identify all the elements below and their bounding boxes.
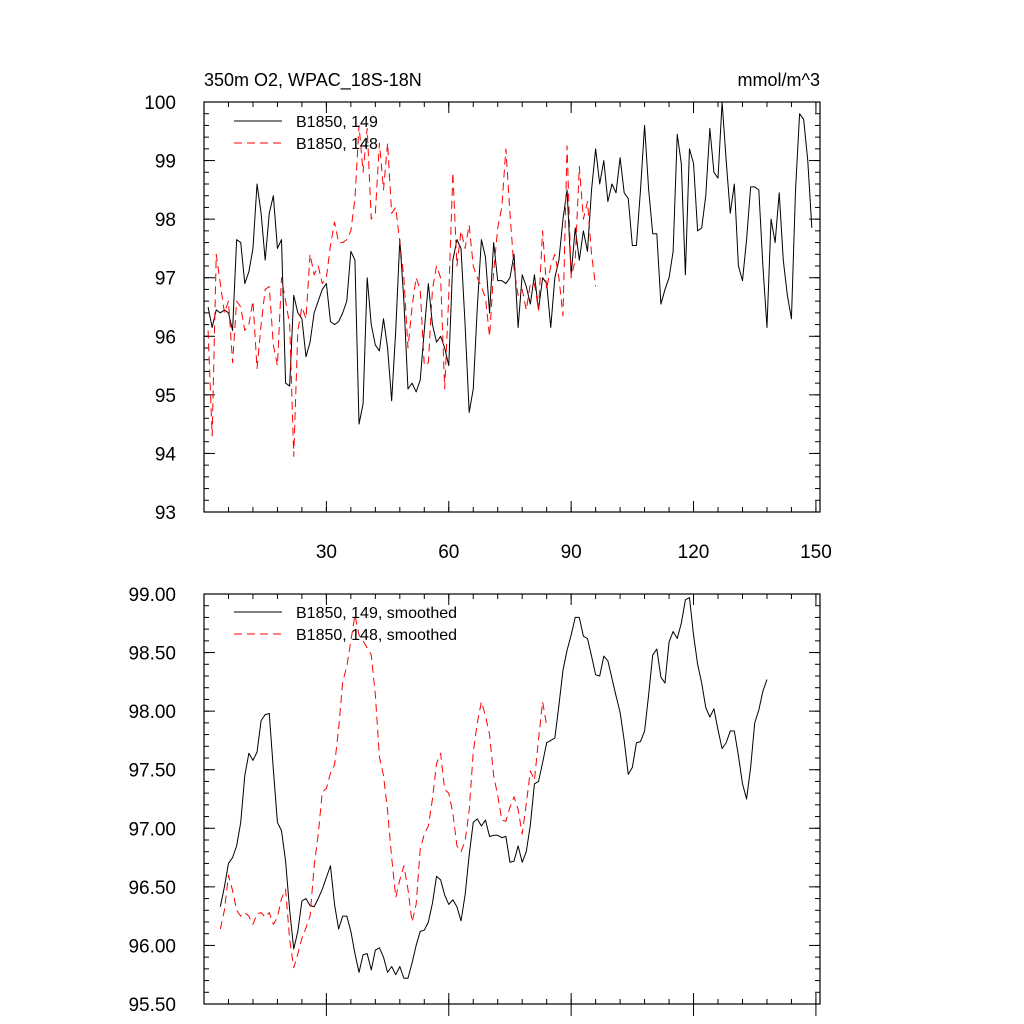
top-y-tick-label: 99 xyxy=(155,152,176,173)
top-series-149-line xyxy=(207,101,813,425)
bottom-series-148-line xyxy=(219,614,548,969)
top-legend-label-148: B1850, 148 xyxy=(296,136,378,153)
top-x-tick-label: 30 xyxy=(316,542,337,563)
bottom-plot-frame xyxy=(203,593,821,1005)
bottom-panel: 95.50 96.00 96.50 97.00 97.50 98.00 98.50 99.00… xyxy=(128,585,821,1016)
top-x-tick-label: 120 xyxy=(678,542,710,563)
top-y-tick-label: 94 xyxy=(155,444,177,465)
bottom-legend: B1850, 149, smoothed B1850, 148, smoothe… xyxy=(234,605,457,644)
top-y-tick-label: 96 xyxy=(155,327,176,348)
top-y-tick-label: 97 xyxy=(155,269,176,290)
top-legend-label-149: B1850, 149 xyxy=(296,114,378,131)
bottom-series-149-line xyxy=(219,597,768,979)
top-y-tick-label: 98 xyxy=(155,210,176,231)
bottom-y-tick-label: 95.50 xyxy=(128,995,176,1016)
top-plot-frame xyxy=(203,101,821,513)
bottom-y-tick-label: 96.50 xyxy=(128,878,176,899)
bottom-y-tick-label: 97.00 xyxy=(128,819,176,840)
top-legend: B1850, 149 B1850, 148 xyxy=(234,114,378,153)
top-x-tick-label: 90 xyxy=(561,542,582,563)
top-panel: 350m O2, WPAC_18S-18N mmol/m^3 93 94 95 96 9… xyxy=(144,70,831,563)
top-y-tick-label: 93 xyxy=(155,503,176,524)
bottom-y-tick-label: 96.00 xyxy=(128,936,176,957)
bottom-legend-label-149: B1850, 149, smoothed xyxy=(296,605,457,622)
top-series-148-line xyxy=(207,124,597,457)
bottom-legend-label-148: B1850, 148, smoothed xyxy=(296,627,457,644)
top-x-tick-label: 60 xyxy=(438,542,459,563)
bottom-y-tick-label: 98.50 xyxy=(128,644,176,665)
bottom-y-tick-label: 98.00 xyxy=(128,702,176,723)
top-chart-units: mmol/m^3 xyxy=(738,70,820,90)
bottom-y-tick-label: 97.50 xyxy=(128,761,176,782)
top-y-tick-label: 100 xyxy=(144,93,176,114)
bottom-y-tick-label: 99.00 xyxy=(128,585,176,606)
top-y-tick-label: 95 xyxy=(155,386,176,407)
top-x-tick-label: 150 xyxy=(800,542,832,563)
top-chart-title: 350m O2, WPAC_18S-18N xyxy=(204,70,422,91)
